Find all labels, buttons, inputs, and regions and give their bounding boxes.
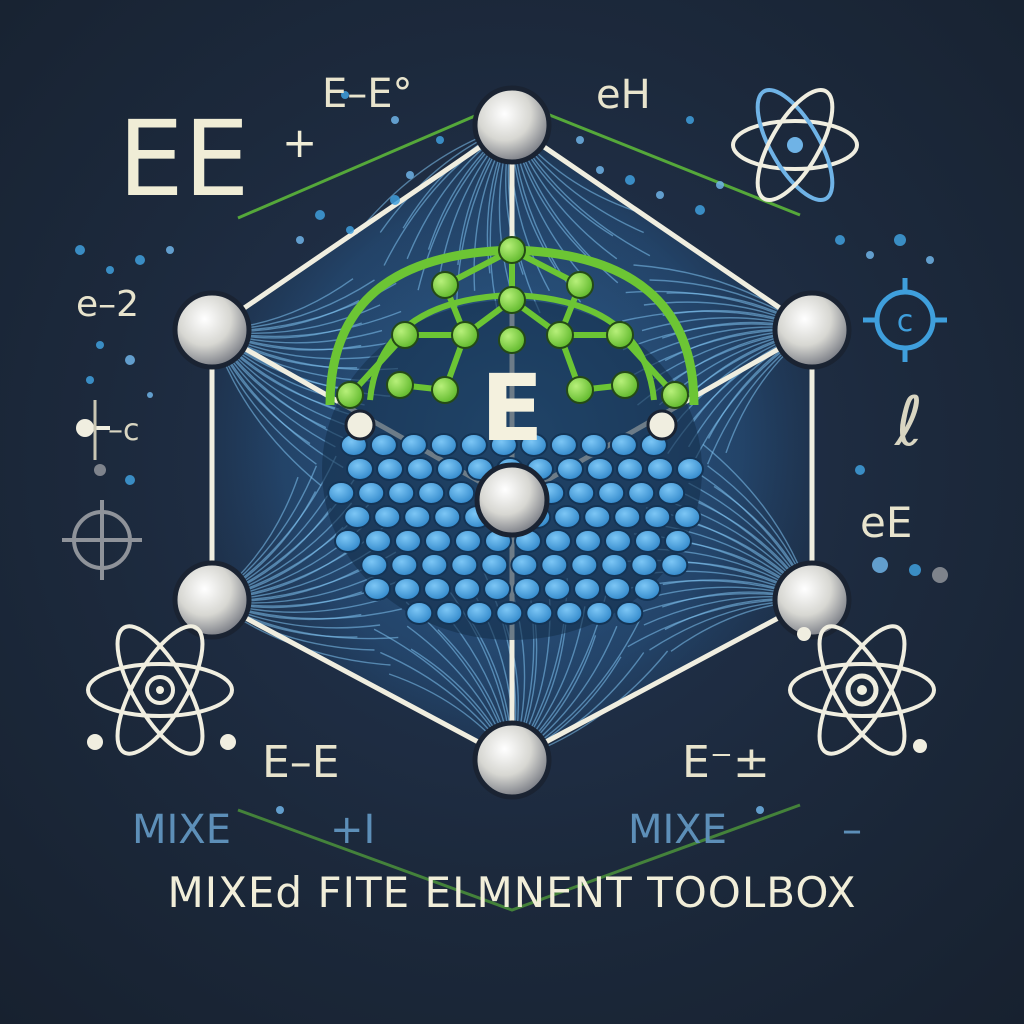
big-plus-label: + xyxy=(282,118,317,167)
formula-top-left: E–E° xyxy=(322,71,413,117)
mixed-right-dash: – xyxy=(842,807,862,853)
formula-left-e2: e–2 xyxy=(76,284,139,325)
atom-icon-lower-right xyxy=(788,624,936,756)
node-lower-right xyxy=(772,560,852,640)
formula-right-ell: ℓ xyxy=(894,383,923,462)
mixed-label-left: MIXE xyxy=(132,807,231,853)
node-small-left xyxy=(344,409,376,441)
crosshair-icon-left xyxy=(62,500,142,580)
big-ee-label: EE xyxy=(118,98,249,220)
center-letter: E xyxy=(481,355,544,462)
mixed-plus-label: +I xyxy=(330,807,375,853)
formula-right-ee: eE xyxy=(860,498,912,547)
node-center xyxy=(474,462,550,538)
lattice-nodes xyxy=(172,85,852,800)
poster-title: MIXEd FITE ELMNENT TOOLBOX xyxy=(167,868,857,917)
mixed-label-right: MIXE xyxy=(628,807,727,853)
node-lower-left xyxy=(172,560,252,640)
formula-top-right: eH xyxy=(596,72,651,118)
decorative-dots xyxy=(75,91,948,814)
node-upper-right xyxy=(772,290,852,370)
svg-text:c: c xyxy=(897,304,914,339)
formula-left-hc: –c xyxy=(108,413,140,448)
sphere-green-lattice xyxy=(325,236,699,409)
atom-icon-top-right xyxy=(731,87,859,203)
node-upper-left xyxy=(172,290,252,370)
formula-lower-right: E⁻± xyxy=(682,737,770,788)
node-bottom xyxy=(472,720,552,800)
node-small-right xyxy=(646,409,678,441)
node-top xyxy=(472,85,552,165)
crosshair-icon-right: c xyxy=(863,278,947,362)
formula-lower-left: E–E xyxy=(262,737,340,788)
atom-icon-lower-left xyxy=(86,624,236,756)
node-line-icon xyxy=(76,400,110,460)
